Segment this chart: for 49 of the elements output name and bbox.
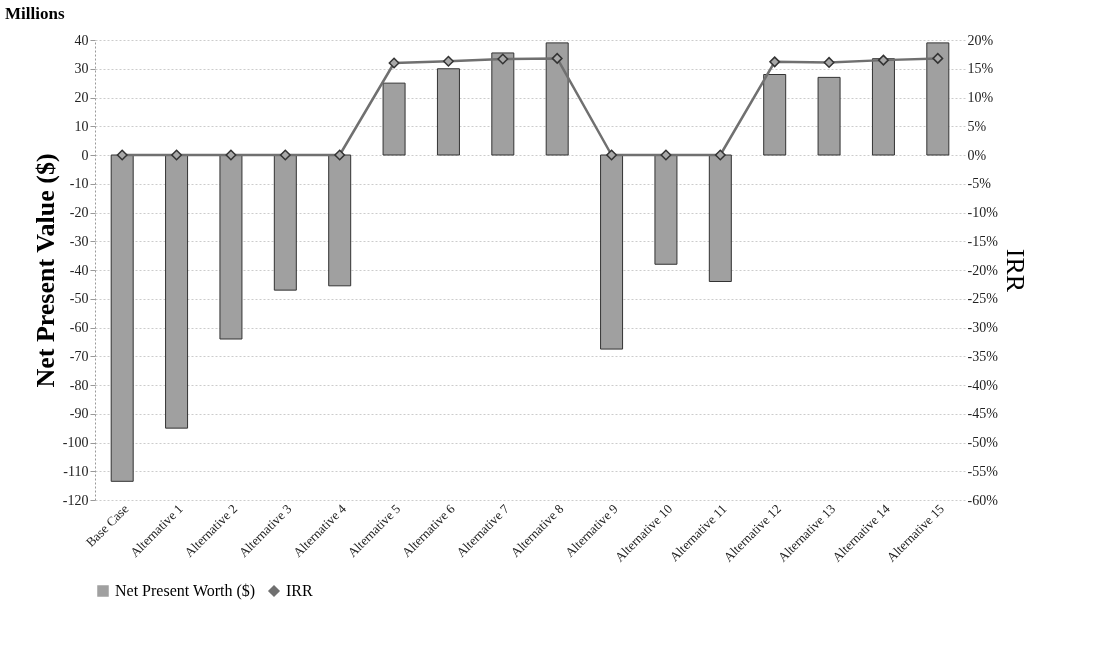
y2-tick-label: -55% <box>967 463 999 479</box>
y2-tick-label: -35% <box>967 348 999 364</box>
y2-tick-label: -45% <box>967 406 999 422</box>
y-tick-label: 0 <box>81 147 89 163</box>
y-tick-label: -90 <box>69 406 89 422</box>
y-tick-label: -120 <box>62 492 89 508</box>
y-tick-label: 20 <box>74 90 89 105</box>
y-tick-label: 10 <box>74 118 89 134</box>
y2-tick-label: -60% <box>967 492 999 508</box>
y-tick-label: -60 <box>69 320 89 335</box>
bar <box>382 82 406 156</box>
y2-tick-label: 20% <box>967 32 994 48</box>
y2-tick-label: -40% <box>967 377 999 393</box>
legend-label: IRR <box>286 582 313 599</box>
y2-tick-label: -50% <box>967 435 999 450</box>
y-tick-label: -10 <box>69 176 89 192</box>
text: Millions <box>5 4 65 23</box>
y-tick-label: -50 <box>69 291 89 307</box>
y2-tick-label: 10% <box>967 90 994 105</box>
y2-tick-label: -10% <box>967 205 999 220</box>
bar <box>545 42 569 156</box>
y2-tick-label: 5% <box>967 118 987 134</box>
y-tick-label: -70 <box>69 348 89 364</box>
bar <box>110 154 134 482</box>
y2-tick-label: -15% <box>967 233 999 249</box>
y2-axis-title: IRR <box>1000 248 1030 293</box>
y2-tick-label: -30% <box>967 320 999 335</box>
y2-tick-label: -5% <box>967 176 992 192</box>
y-tick-label: -40 <box>69 262 89 278</box>
bar <box>219 154 243 340</box>
y-tick-label: 40 <box>74 32 89 48</box>
legend-label: Net Present Worth ($) <box>115 582 256 600</box>
bar <box>654 154 678 265</box>
y-tick-label: -110 <box>63 463 89 479</box>
y-tick-label: -30 <box>69 233 89 249</box>
bar <box>817 76 841 156</box>
y-tick-label: -20 <box>69 205 89 220</box>
bar <box>491 52 515 156</box>
y2-tick-label: -20% <box>967 262 999 278</box>
y2-tick-label: 15% <box>967 61 994 77</box>
bar <box>763 74 787 156</box>
bar <box>926 42 950 156</box>
y2-tick-label: -25% <box>967 291 999 307</box>
y-tick-label: -80 <box>69 377 89 393</box>
y-tick-label: 30 <box>74 61 89 77</box>
y-axis-title: Net Present Value ($) <box>30 153 60 388</box>
y-tick-label: -100 <box>62 435 89 450</box>
y2-tick-label: 0% <box>967 147 987 163</box>
bar <box>871 58 895 156</box>
